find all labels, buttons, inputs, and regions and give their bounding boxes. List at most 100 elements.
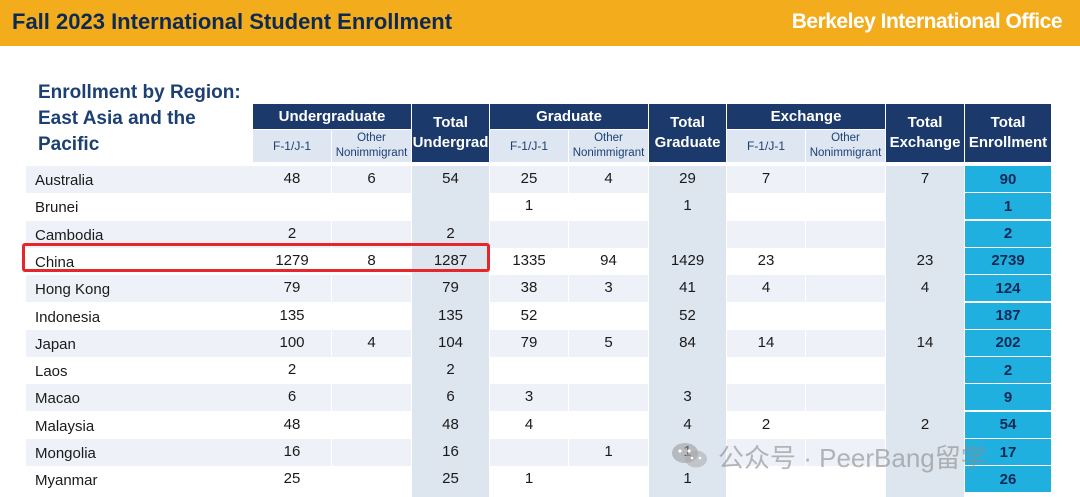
table-cell-ex-f1: 2 bbox=[761, 415, 771, 433]
total-enrollment-cell: 187 bbox=[965, 302, 1051, 329]
table-cell-ug-f1: 48 bbox=[283, 415, 301, 433]
table-cell-gr-f1: 4 bbox=[524, 415, 534, 433]
table-cell-gr-f1: 1335 bbox=[512, 251, 546, 269]
table-cell-ug-f1: 25 bbox=[283, 470, 301, 488]
table-cell-ex-total bbox=[886, 383, 964, 410]
total-enrollment-cell: 124 bbox=[965, 275, 1051, 302]
table-cell-gr-total: 1 bbox=[683, 197, 692, 215]
table-cell-gr-total: 41 bbox=[679, 279, 696, 297]
page-title: Fall 2023 International Student Enrollme… bbox=[12, 9, 453, 34]
watermark: 公众号 · PeerBang留学 bbox=[718, 443, 987, 473]
region-name: Cambodia bbox=[35, 226, 104, 244]
total-enrollment-cell: 90 bbox=[965, 166, 1051, 192]
table-cell-ex-total bbox=[886, 356, 964, 383]
ug-other-header: Other Nonimmigrant bbox=[332, 130, 411, 162]
table-row bbox=[26, 166, 964, 193]
column-divider bbox=[411, 166, 412, 497]
table-cell-ug-total: 25 bbox=[442, 470, 459, 488]
table-cell-ug-other bbox=[332, 383, 411, 410]
table-cell-gr-other bbox=[569, 192, 648, 219]
table-cell-gr-other: 1 bbox=[604, 443, 613, 460]
table-cell-ug-f1 bbox=[253, 192, 331, 219]
ex-f1j1-header: F-1/J-1 bbox=[727, 130, 805, 162]
ug-f1j1-header: F-1/J-1 bbox=[253, 130, 331, 162]
table-cell-gr-f1: 1 bbox=[524, 197, 534, 215]
table-row bbox=[26, 411, 964, 439]
table-cell-ug-total: 2 bbox=[446, 224, 455, 242]
table-cell-gr-f1: 79 bbox=[520, 333, 538, 351]
table-cell-gr-other bbox=[569, 411, 648, 438]
table-cell-gr-other: 4 bbox=[604, 170, 613, 187]
region-name: Malaysia bbox=[35, 417, 95, 435]
table-cell-ex-f1 bbox=[727, 302, 805, 329]
table-cell-gr-f1 bbox=[490, 220, 568, 247]
table-cell-gr-other bbox=[569, 383, 648, 410]
table-cell-ex-other bbox=[806, 302, 885, 329]
table-cell-ug-total: 48 bbox=[442, 415, 459, 433]
table-cell-ex-total: 14 bbox=[916, 333, 934, 351]
table-cell-ug-total: 16 bbox=[442, 443, 459, 460]
table-cell-ex-f1 bbox=[727, 220, 805, 247]
table-cell-ug-other: 4 bbox=[367, 333, 376, 351]
table-cell-ex-total bbox=[886, 192, 964, 219]
table-cell-ug-other bbox=[332, 438, 411, 465]
total-enrollment-cell: 1 bbox=[965, 193, 1051, 220]
total-enrollment-cell: 17 bbox=[965, 439, 1051, 465]
table-cell-ug-f1: 48 bbox=[283, 170, 301, 187]
table-cell-ug-other bbox=[332, 302, 411, 329]
total-column-shade bbox=[649, 166, 726, 497]
table-cell-ex-other bbox=[806, 329, 885, 356]
table-cell-ug-other: 8 bbox=[367, 251, 376, 269]
total-enrollment-cell: 54 bbox=[965, 411, 1051, 438]
table-cell-ex-other bbox=[806, 192, 885, 219]
wechat-icon bbox=[672, 443, 707, 468]
total-enrollment-cell: 9 bbox=[965, 384, 1051, 411]
total-undergrad-header: Total Undergrad bbox=[412, 104, 489, 162]
table-cell-gr-other bbox=[569, 465, 648, 492]
table-cell-ug-f1: 1279 bbox=[275, 251, 309, 269]
table-cell-ug-f1: 2 bbox=[287, 224, 297, 242]
table-cell-gr-f1 bbox=[490, 438, 568, 465]
table-cell-ex-other bbox=[806, 411, 885, 438]
table-cell-gr-f1: 52 bbox=[520, 306, 538, 324]
office-name: Berkeley International Office bbox=[791, 10, 1063, 33]
table-cell-gr-other: 3 bbox=[604, 279, 613, 297]
table-cell-ug-total: 6 bbox=[446, 388, 455, 406]
column-divider bbox=[805, 166, 806, 497]
table-cell-ug-total: 1287 bbox=[433, 251, 468, 269]
total-exchange-header: Total Exchange bbox=[886, 104, 964, 162]
table-cell-gr-f1: 38 bbox=[520, 279, 538, 297]
table-cell-ex-other bbox=[806, 356, 885, 383]
ex-other-header: Other Nonimmigrant bbox=[806, 130, 885, 162]
region-title: Enrollment by Region: East Asia and the … bbox=[38, 82, 241, 155]
table-cell-gr-f1: 25 bbox=[520, 170, 538, 187]
table-cell-gr-total: 1429 bbox=[670, 251, 705, 269]
table-cell-ug-other bbox=[332, 356, 411, 383]
table-cell-ex-total: 2 bbox=[920, 415, 930, 433]
china-highlight-box bbox=[22, 243, 490, 272]
table-cell-ug-f1: 6 bbox=[287, 388, 297, 406]
table-cell-ug-total bbox=[412, 192, 489, 219]
table-cell-ex-f1 bbox=[727, 192, 805, 219]
table-cell-gr-total: 29 bbox=[679, 170, 696, 187]
table-cell-ug-other bbox=[332, 411, 411, 438]
table-cell-gr-other bbox=[569, 302, 648, 329]
table-row bbox=[26, 466, 964, 494]
table-cell-ex-f1: 7 bbox=[761, 170, 771, 187]
table-cell-gr-f1 bbox=[490, 356, 568, 383]
table-cell-gr-total: 3 bbox=[683, 388, 692, 406]
table-cell-gr-total bbox=[649, 220, 726, 247]
table-cell-ex-other bbox=[806, 274, 885, 301]
title-bar: Fall 2023 International Student Enrollme… bbox=[0, 0, 1080, 46]
table-cell-ug-total: 104 bbox=[437, 333, 464, 351]
table-cell-ex-f1 bbox=[727, 383, 805, 410]
region-name: Hong Kong bbox=[35, 281, 111, 299]
table-cell-ug-other bbox=[332, 192, 411, 219]
region-name: Australia bbox=[35, 172, 94, 189]
table-cell-ug-other: 6 bbox=[367, 170, 376, 187]
table-cell-ex-total bbox=[886, 302, 964, 329]
table-cell-ex-other bbox=[806, 220, 885, 247]
table-cell-gr-total: 84 bbox=[679, 333, 696, 351]
table-cell-ex-total: 23 bbox=[916, 251, 934, 269]
table-cell-gr-other: 94 bbox=[600, 251, 617, 269]
